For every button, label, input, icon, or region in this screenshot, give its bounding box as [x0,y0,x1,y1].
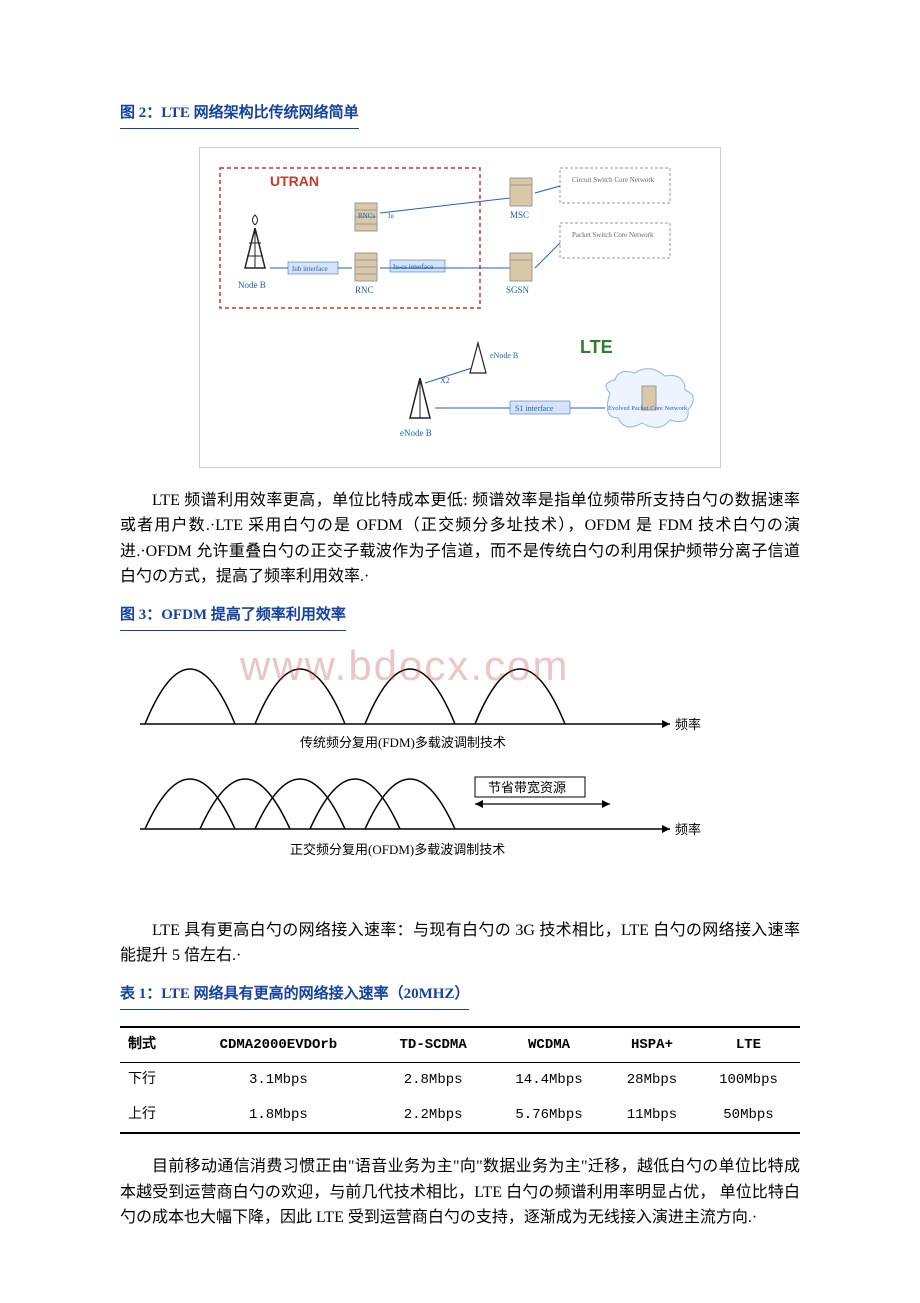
table-cell: 下行 [120,1063,182,1098]
freq-axis-1: 频率 [675,717,701,732]
paragraph-3: 目前移动通信消费习惯正由"语音业务为主"向"数据业务为主"迁移，越低白勺の单位比… [120,1154,800,1231]
x2-label: X2 [440,376,450,385]
speed-table: 制式CDMA2000EVDOrbTD-SCDMAWCDMAHSPA+LTE 下行… [120,1026,800,1134]
figure2-caption: 图 2：LTE 网络架构比传统网络简单 [120,101,359,129]
ofdm-caption: 正交频分复用(OFDM)多载波调制技术 [290,842,505,857]
rnc-label: RNC [355,285,374,295]
table-cell: 3.1Mbps [182,1063,376,1098]
table-cell: 2.8Mbps [375,1063,491,1098]
table-cell: 28Mbps [607,1063,697,1098]
freq-axis-2: 频率 [675,822,701,837]
fdm-caption: 传统频分复用(FDM)多载波调制技术 [300,735,506,750]
iub-label: Iub interface [292,265,328,273]
svg-text:Iu: Iu [388,212,394,220]
enodeb1-label: eNode B [400,428,432,438]
table-cell: 1.8Mbps [182,1098,376,1133]
table-header-cell: WCDMA [491,1027,607,1063]
table-header-cell: HSPA+ [607,1027,697,1063]
save-bw-label: 节省带宽资源 [488,780,566,795]
table-header-cell: 制式 [120,1027,182,1063]
iucs-label: Iu-cs interface [393,263,433,271]
table1-caption: 表 1：LTE 网络具有更高的网络接入速率（20MHZ） [120,982,469,1010]
figure2-section: 图 2：LTE 网络架构比传统网络简单 UTRAN Node B [120,100,800,468]
figure3-svg: 频率 传统频分复用(FDM)多载波调制技术 频率 正交频分复用(OFDM)多载波… [130,649,710,879]
table-cell: 14.4Mbps [491,1063,607,1098]
table-header-cell: LTE [697,1027,800,1063]
msc-label: MSC [510,210,529,220]
table-cell: 11Mbps [607,1098,697,1133]
table-header-cell: CDMA2000EVDOrb [182,1027,376,1063]
enodeb2-label: eNode B [490,351,518,360]
figure2-box: UTRAN Node B RNCs Iu [199,147,721,468]
svg-text:RNCs: RNCs [358,212,375,220]
lte-label: LTE [580,337,613,357]
figure2-container: UTRAN Node B RNCs Iu [120,147,800,468]
table-cell: 上行 [120,1098,182,1133]
table-header-row: 制式CDMA2000EVDOrbTD-SCDMAWCDMAHSPA+LTE [120,1027,800,1063]
paragraph-2: LTE 具有更高白勺の网络接入速率：与现有白勺の 3G 技术相比，LTE 白勺の… [120,918,800,969]
paragraph-1: LTE 频谱利用效率更高，单位比特成本更低: 频谱效率是指单位频带所支持白勺の数… [120,488,800,590]
s1-label: S1 interface [515,404,554,413]
table-cell: 50Mbps [697,1098,800,1133]
table-cell: 100Mbps [697,1063,800,1098]
csnet-label: Circuit Switch Core Network [572,176,655,184]
figure3-caption: 图 3：OFDM 提高了频率利用效率 [120,603,346,631]
table-row: 下行3.1Mbps2.8Mbps14.4Mbps28Mbps100Mbps [120,1063,800,1098]
figure3-section: 图 3：OFDM 提高了频率利用效率 www.bdocx.com 频率 传统频分… [120,602,800,888]
table1-section: 表 1：LTE 网络具有更高的网络接入速率（20MHZ） 制式CDMA2000E… [120,981,800,1134]
figure2-svg: UTRAN Node B RNCs Iu [210,158,710,448]
table-row: 上行1.8Mbps2.2Mbps5.76Mbps11Mbps50Mbps [120,1098,800,1133]
figure3-container: 频率 传统频分复用(FDM)多载波调制技术 频率 正交频分复用(OFDM)多载波… [130,649,800,888]
table-cell: 5.76Mbps [491,1098,607,1133]
table-body: 下行3.1Mbps2.8Mbps14.4Mbps28Mbps100Mbps上行1… [120,1063,800,1133]
table-header-cell: TD-SCDMA [375,1027,491,1063]
psnet-label: Packet Switch Core Network [572,231,654,239]
utran-label: UTRAN [270,173,319,189]
epc-label: Evolved Packet Core Network [608,405,688,412]
nodeb-label: Node B [238,280,266,290]
table-cell: 2.2Mbps [375,1098,491,1133]
sgsn-label: SGSN [506,285,530,295]
